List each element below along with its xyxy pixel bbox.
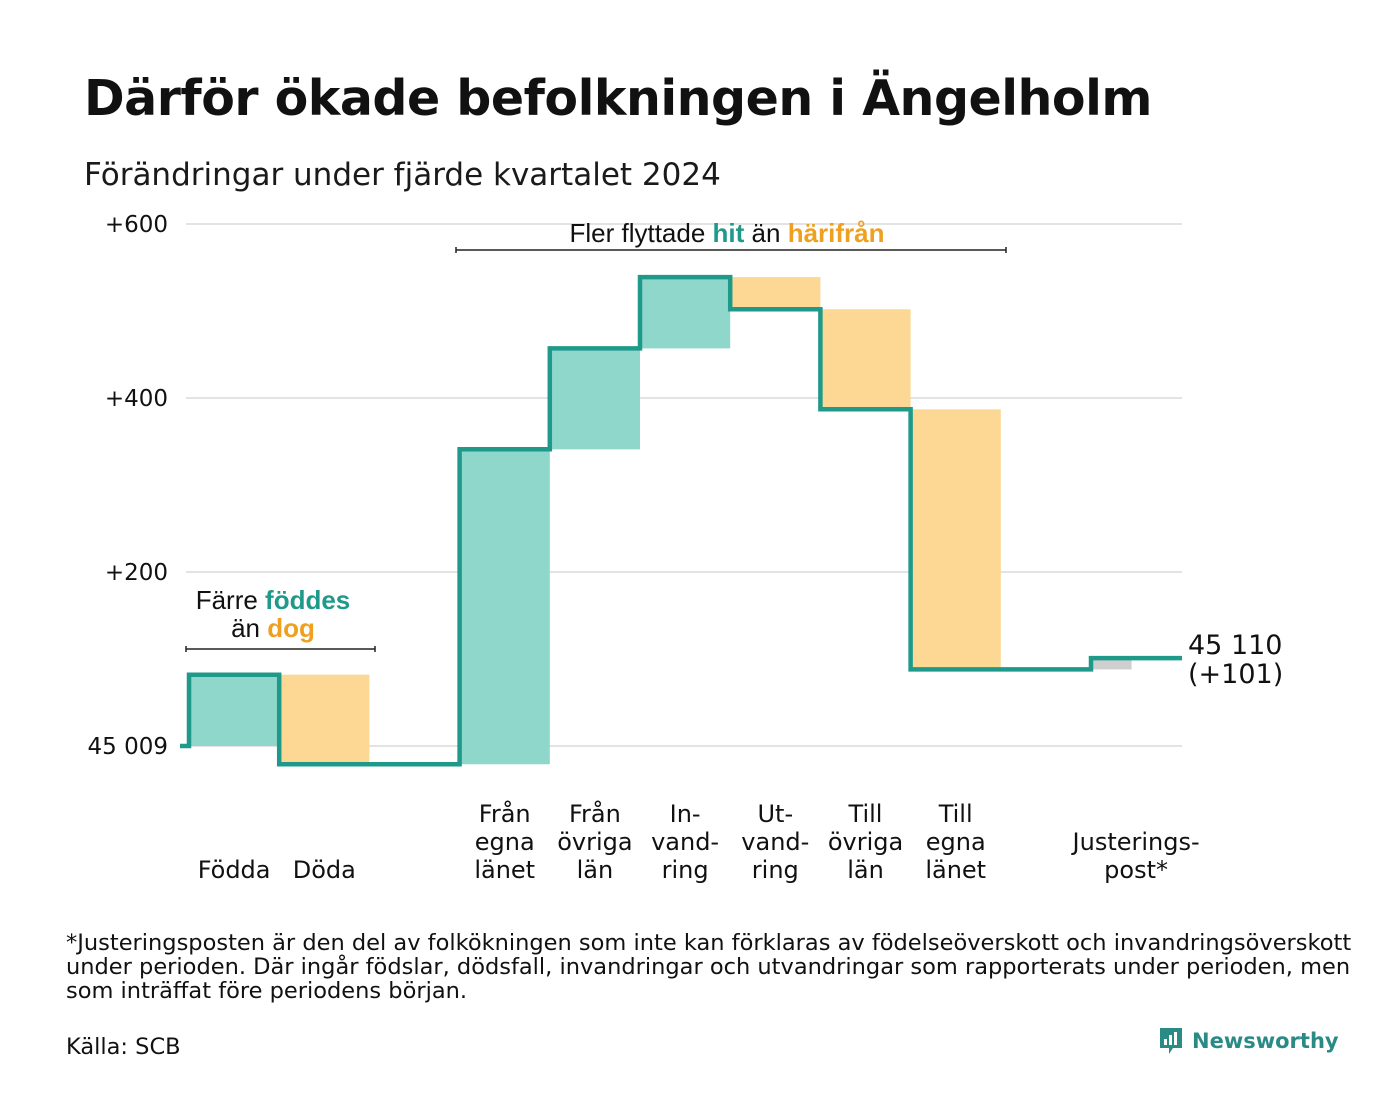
x-category-label: egna [926, 828, 986, 856]
page-title: Därför ökade befolkningen i Ängelholm [84, 70, 1152, 127]
x-category-label: Justerings- [1071, 828, 1200, 856]
brand[interactable]: Newsworthy [1158, 1026, 1339, 1056]
page-subtitle: Förändringar under fjärde kvartalet 2024 [84, 157, 721, 193]
line-layer [180, 274, 1182, 767]
bar-doda [279, 674, 370, 765]
x-category-label: län [847, 856, 884, 884]
bar-fran-egna [459, 449, 550, 765]
x-category-label: Till [938, 800, 973, 828]
bar-till-ovriga [820, 309, 911, 410]
births-annotation-line2: än dog [231, 613, 315, 643]
bar-fodda [189, 674, 280, 746]
x-category-label: Döda [293, 856, 356, 884]
x-category-label: övriga [828, 828, 903, 856]
x-category-label: In- [670, 800, 701, 828]
births-bracket [185, 646, 376, 652]
footnote: *Justeringsposten är den del av folkökni… [66, 930, 1352, 1004]
bar-justering [1093, 658, 1132, 670]
x-category-label: Från [479, 799, 531, 828]
y-tick-label: +400 [105, 386, 168, 412]
end-change-label: (+101) [1188, 659, 1283, 690]
x-category-label: Ut- [757, 800, 793, 828]
x-category-label: vand- [651, 828, 719, 856]
x-category-label: post* [1104, 856, 1168, 884]
source-label: Källa: SCB [66, 1034, 181, 1060]
migration-annotation: Fler flyttade hit än härifrån [569, 218, 884, 248]
x-category-label: länet [925, 856, 986, 884]
x-category-label: egna [475, 828, 535, 856]
bar-invandring [640, 277, 731, 349]
x-category-label: län [577, 856, 614, 884]
newsworthy-logo-icon [1160, 1028, 1182, 1054]
y-tick-label: +600 [105, 212, 168, 238]
x-category-label: Till [848, 800, 883, 828]
bar-fran-ovriga [549, 348, 640, 450]
bar-utvandring [730, 277, 821, 310]
x-category-label: ring [752, 856, 799, 884]
brand-name: Newsworthy [1192, 1029, 1339, 1053]
bar-layer [189, 277, 1132, 765]
x-category-label: länet [474, 856, 535, 884]
x-category-label: Från [569, 799, 621, 828]
y-tick-label: +200 [105, 560, 168, 586]
cumulative-step-line [180, 274, 1182, 767]
migration-bracket [455, 247, 1007, 253]
x-category-label: vand- [741, 828, 809, 856]
births-annotation-line1: Färre föddes [196, 585, 351, 615]
end-value-label: 45 110 [1188, 630, 1282, 661]
bar-till-egna [910, 409, 1001, 670]
label-layer: Födda DödaFrånegnalänetFrånövrigalänIn-va… [198, 630, 1284, 884]
x-category-label: Födda [198, 856, 271, 884]
x-category-label: övriga [557, 828, 632, 856]
x-category-label: ring [662, 856, 709, 884]
y-tick-label: 45 009 [88, 734, 168, 760]
